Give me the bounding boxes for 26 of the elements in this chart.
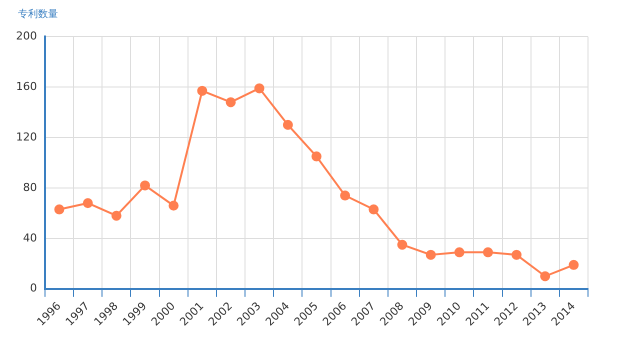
point [368, 204, 379, 214]
point [140, 180, 150, 190]
point [54, 204, 64, 214]
point [426, 250, 436, 260]
point [197, 86, 208, 96]
point [168, 200, 179, 211]
point [282, 120, 293, 130]
point [312, 151, 322, 162]
point [340, 190, 350, 201]
y-tick-label: 80 [22, 180, 37, 194]
point [111, 210, 122, 221]
y-tick-label: 200 [16, 29, 37, 42]
point [397, 240, 408, 250]
point [254, 83, 264, 94]
point [482, 247, 493, 258]
y-tick-label: 120 [16, 130, 37, 144]
y-tick-label: 40 [22, 231, 37, 244]
y-tick-label: 160 [16, 80, 37, 93]
point [540, 271, 550, 282]
y-tick-label: 0 [30, 282, 37, 295]
point [454, 247, 464, 258]
point [82, 198, 93, 208]
y-axis-title: 专利数量 [17, 8, 59, 22]
point [226, 97, 236, 108]
point [568, 260, 579, 270]
point [512, 250, 522, 260]
